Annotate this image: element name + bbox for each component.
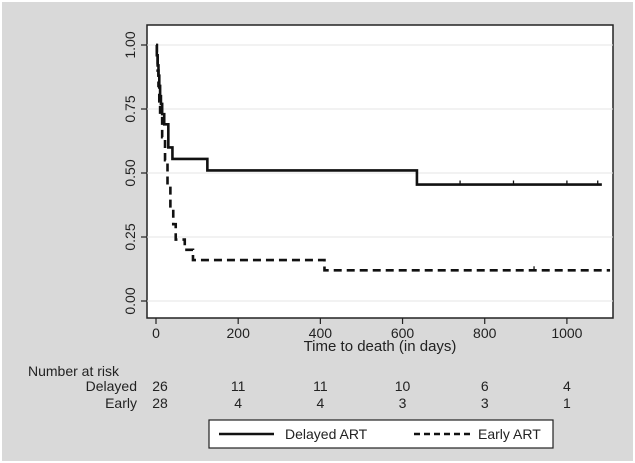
risk-value: 6 [481,378,489,394]
legend-box [208,419,554,449]
risk-value: 11 [313,378,328,394]
risk-row-label: Early [105,395,137,411]
risk-value: 3 [481,395,489,411]
x-axis-label: Time to death (in days) [304,338,457,355]
x-tick-label: 800 [473,325,497,341]
risk-value: 11 [231,378,246,394]
risk-value: 4 [316,395,324,411]
risk-value: 10 [395,378,411,394]
legend-label-delayed-art: Delayed ART [285,426,368,442]
risk-value: 26 [152,378,168,394]
risk-table-title: Number at risk [28,363,120,379]
x-tick-label: 400 [309,325,333,341]
risk-value: 4 [563,378,571,394]
risk-value: 3 [399,395,407,411]
y-tick-label: 0.75 [122,95,138,122]
y-tick-label: 0.25 [122,223,138,250]
legend-label-early-art: Early ART [478,426,541,442]
risk-value: 1 [563,395,571,411]
series-line-early-art [155,43,611,272]
risk-value: 28 [152,395,168,411]
risk-row-label: Delayed [86,378,137,394]
y-tick-label: 0.00 [122,287,138,314]
x-tick-label: 200 [227,325,251,341]
x-tick-label: 600 [391,325,415,341]
x-tick-label: 0 [152,325,160,341]
y-tick-label: 1.00 [122,31,138,58]
x-tick-label: 1000 [551,325,582,341]
series-line-delayed-art [155,43,602,186]
y-tick-label: 0.50 [122,159,138,186]
risk-value: 4 [234,395,242,411]
